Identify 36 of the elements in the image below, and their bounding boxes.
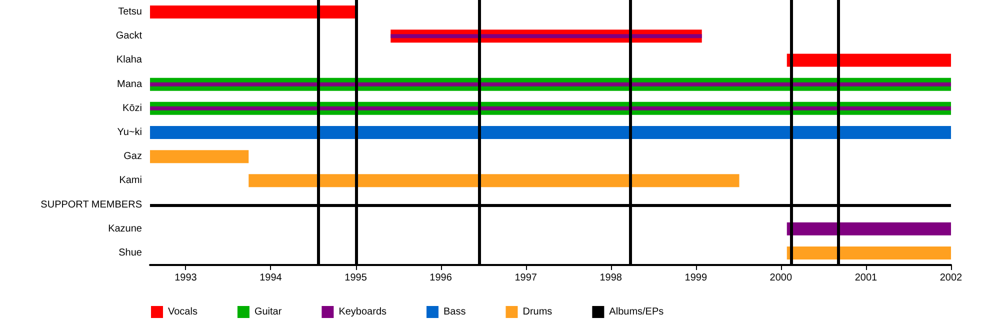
y-tick-label: Kazune bbox=[108, 223, 142, 234]
legend-label: Albums/EPs bbox=[609, 306, 664, 318]
legend-label: Guitar bbox=[254, 306, 282, 318]
bar bbox=[150, 82, 951, 86]
legend-label: Vocals bbox=[168, 306, 198, 318]
bar bbox=[248, 174, 740, 188]
x-tick-label: 2000 bbox=[770, 272, 792, 284]
x-tick-label: 1994 bbox=[260, 272, 282, 284]
x-tick-label: 1996 bbox=[430, 272, 452, 284]
x-tick-label: 1999 bbox=[684, 272, 708, 284]
legend-label: Drums bbox=[522, 306, 552, 318]
y-tick-label: Tetsu bbox=[118, 6, 142, 18]
bar bbox=[150, 126, 951, 139]
bar bbox=[150, 6, 356, 19]
x-tick-label: 1993 bbox=[174, 272, 198, 284]
x-tick-label: 2002 bbox=[940, 272, 963, 284]
legend-label: Keyboards bbox=[338, 306, 387, 318]
x-tick-label: 2001 bbox=[854, 272, 878, 284]
bar bbox=[150, 106, 951, 110]
legend-label: Bass bbox=[444, 306, 466, 318]
y-tick-label: Kōzi bbox=[122, 102, 142, 114]
bar bbox=[150, 150, 249, 164]
x-tick-label: 1997 bbox=[514, 272, 538, 284]
y-tick-label: Klaha bbox=[116, 54, 142, 66]
bar bbox=[786, 54, 951, 67]
y-tick-label: Shue bbox=[118, 247, 142, 258]
y-tick-label: SUPPORT MEMBERS bbox=[40, 199, 142, 210]
x-tick-label: 1995 bbox=[344, 272, 368, 284]
y-tick-label: Gackt bbox=[116, 30, 142, 42]
bar bbox=[786, 246, 951, 260]
y-tick-label: Mana bbox=[116, 78, 142, 90]
y-tick-label: Kami bbox=[119, 175, 142, 186]
bar bbox=[390, 34, 702, 38]
y-tick-label: Yu~ki bbox=[117, 127, 142, 138]
x-tick-label: 1998 bbox=[600, 272, 622, 284]
y-tick-label: Gaz bbox=[124, 151, 142, 162]
